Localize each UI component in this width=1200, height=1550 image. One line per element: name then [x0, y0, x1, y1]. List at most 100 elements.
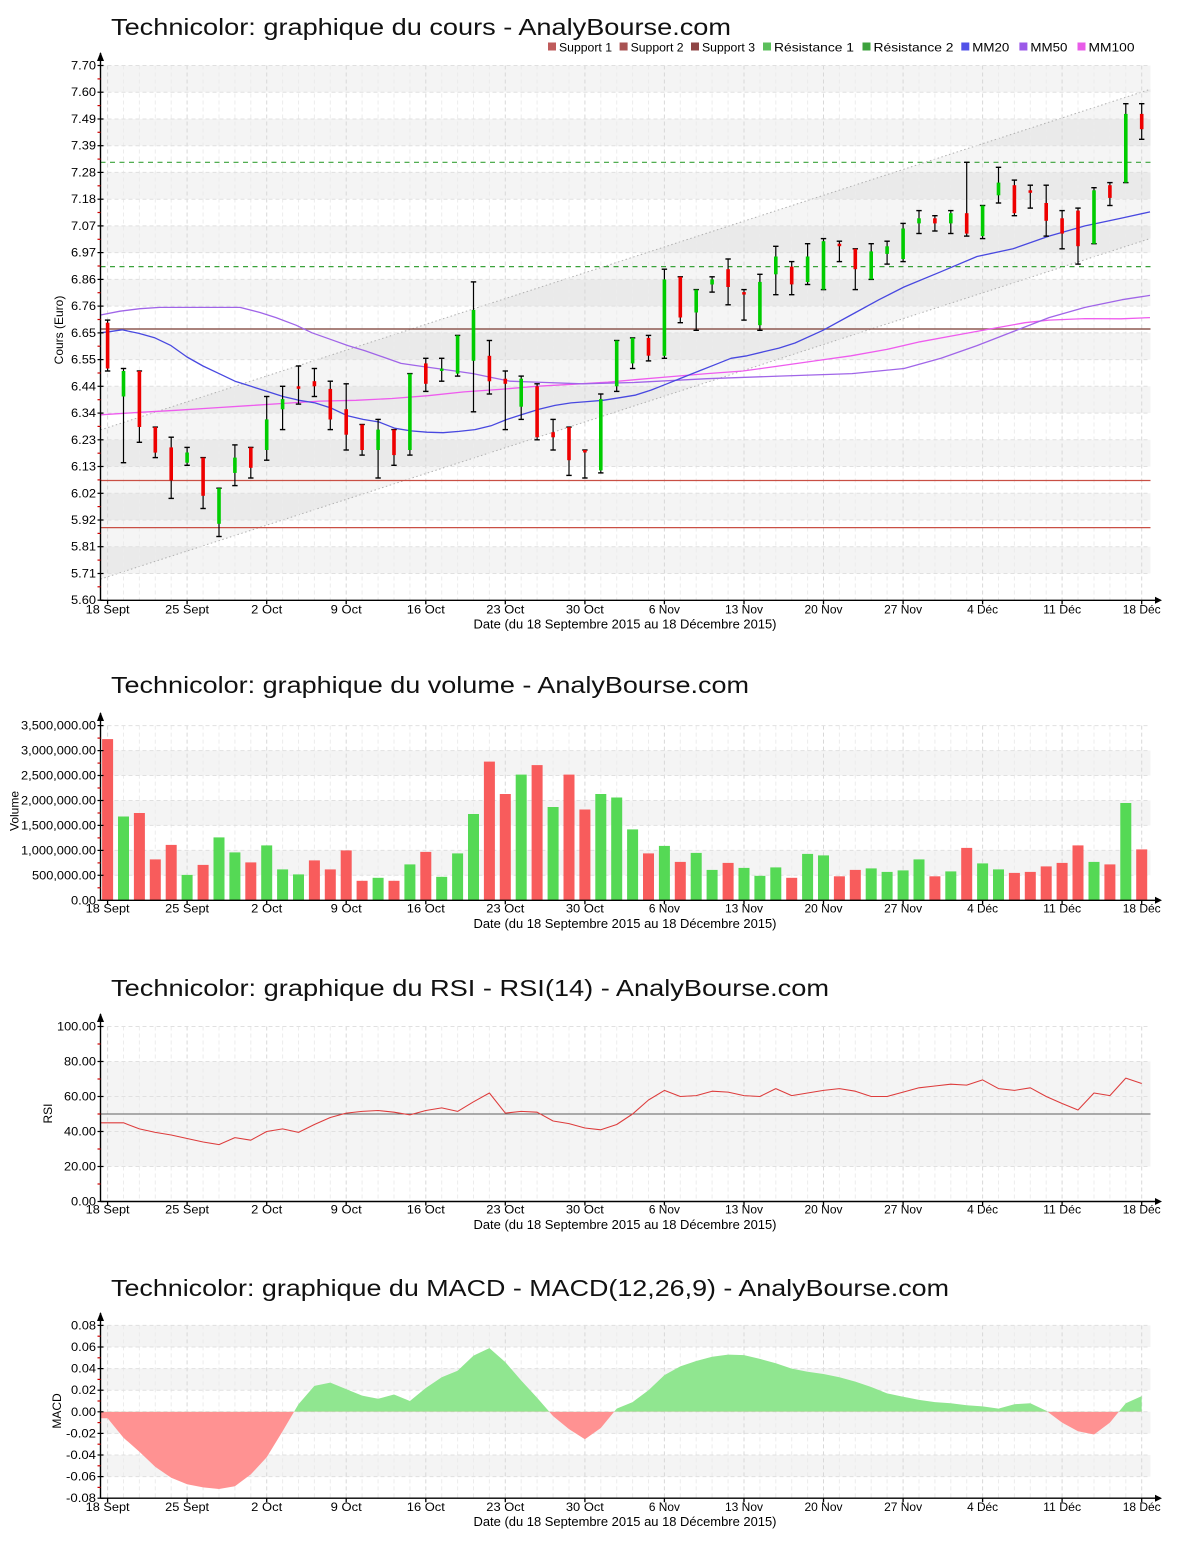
svg-text:11 Déc: 11 Déc: [1043, 1203, 1081, 1217]
svg-text:1,000,000.00: 1,000,000.00: [21, 843, 96, 857]
svg-text:23 Oct: 23 Oct: [486, 1203, 525, 1217]
svg-text:Support 1: Support 1: [559, 41, 612, 55]
svg-text:6 Nov: 6 Nov: [649, 603, 680, 617]
svg-text:7.60: 7.60: [71, 85, 96, 99]
svg-text:6 Nov: 6 Nov: [649, 902, 680, 916]
svg-text:2 Oct: 2 Oct: [251, 1500, 283, 1514]
svg-text:3,500,000.00: 3,500,000.00: [21, 719, 96, 733]
svg-text:7.39: 7.39: [71, 139, 96, 153]
svg-text:0.06: 0.06: [71, 1340, 96, 1354]
svg-text:16 Oct: 16 Oct: [407, 1203, 446, 1217]
svg-text:Résistance 2: Résistance 2: [874, 41, 954, 55]
svg-text:-0.06: -0.06: [66, 1470, 96, 1484]
svg-text:30 Oct: 30 Oct: [566, 603, 605, 617]
svg-text:5.81: 5.81: [71, 540, 96, 554]
svg-text:Date (du 18 Septembre 2015 au: Date (du 18 Septembre 2015 au 18 Décembr…: [474, 1218, 777, 1232]
svg-text:6 Nov: 6 Nov: [649, 1500, 680, 1514]
svg-text:27 Nov: 27 Nov: [884, 1500, 922, 1514]
svg-text:60.00: 60.00: [64, 1090, 96, 1104]
svg-text:5.71: 5.71: [71, 567, 96, 581]
svg-text:Date (du 18 Septembre 2015 au: Date (du 18 Septembre 2015 au 18 Décembr…: [474, 917, 777, 931]
svg-text:6.76: 6.76: [71, 299, 96, 313]
svg-text:25 Sept: 25 Sept: [165, 1500, 210, 1514]
svg-text:25 Sept: 25 Sept: [165, 902, 210, 916]
svg-text:Date (du 18 Septembre 2015 au: Date (du 18 Septembre 2015 au 18 Décembr…: [474, 618, 777, 632]
svg-text:Volume: Volume: [8, 791, 22, 831]
svg-text:40.00: 40.00: [64, 1125, 96, 1139]
svg-text:2 Oct: 2 Oct: [251, 902, 283, 916]
svg-text:6.97: 6.97: [71, 246, 96, 260]
svg-text:0.00: 0.00: [71, 1195, 96, 1209]
svg-text:25 Sept: 25 Sept: [165, 1203, 210, 1217]
svg-text:11 Déc: 11 Déc: [1043, 603, 1081, 617]
svg-text:13 Nov: 13 Nov: [725, 1203, 763, 1217]
svg-text:4 Déc: 4 Déc: [967, 1500, 998, 1514]
svg-text:4 Déc: 4 Déc: [967, 902, 998, 916]
svg-text:Technicolor: graphique du cour: Technicolor: graphique du cours - AnalyB…: [111, 14, 731, 40]
svg-text:16 Oct: 16 Oct: [407, 603, 446, 617]
svg-text:0.00: 0.00: [71, 893, 96, 907]
svg-text:18 Déc: 18 Déc: [1123, 1500, 1161, 1514]
svg-text:30 Oct: 30 Oct: [566, 1500, 605, 1514]
svg-text:18 Sept: 18 Sept: [86, 1500, 131, 1514]
svg-text:100.00: 100.00: [57, 1020, 96, 1034]
svg-text:18 Sept: 18 Sept: [86, 902, 131, 916]
svg-text:MM20: MM20: [972, 41, 1009, 55]
svg-text:Cours (Euro): Cours (Euro): [52, 296, 66, 365]
svg-text:-0.08: -0.08: [66, 1491, 96, 1505]
svg-text:2,000,000.00: 2,000,000.00: [21, 794, 96, 808]
svg-text:-0.04: -0.04: [66, 1448, 96, 1462]
svg-text:80.00: 80.00: [64, 1055, 96, 1069]
svg-text:MM100: MM100: [1089, 41, 1135, 55]
svg-text:18 Sept: 18 Sept: [86, 1203, 131, 1217]
svg-text:Date (du 18 Septembre 2015 au: Date (du 18 Septembre 2015 au 18 Décembr…: [474, 1515, 777, 1529]
svg-text:RSI: RSI: [41, 1103, 55, 1123]
svg-text:6.86: 6.86: [71, 272, 96, 286]
svg-text:6.55: 6.55: [71, 353, 96, 367]
svg-text:5.60: 5.60: [71, 593, 96, 607]
svg-text:9 Oct: 9 Oct: [331, 603, 363, 617]
svg-text:6.02: 6.02: [71, 486, 96, 500]
svg-text:11 Déc: 11 Déc: [1043, 902, 1081, 916]
svg-text:7.07: 7.07: [71, 219, 96, 233]
svg-text:9 Oct: 9 Oct: [331, 1203, 363, 1217]
svg-text:20.00: 20.00: [64, 1160, 96, 1174]
svg-text:16 Oct: 16 Oct: [407, 1500, 446, 1514]
svg-text:18 Déc: 18 Déc: [1123, 1203, 1161, 1217]
svg-text:500,000.00: 500,000.00: [32, 868, 96, 882]
svg-text:MM50: MM50: [1030, 41, 1067, 55]
svg-text:27 Nov: 27 Nov: [884, 603, 922, 617]
svg-text:23 Oct: 23 Oct: [486, 603, 525, 617]
svg-text:5.92: 5.92: [71, 513, 96, 527]
svg-text:27 Nov: 27 Nov: [884, 1203, 922, 1217]
svg-text:6.13: 6.13: [71, 460, 96, 474]
svg-text:6.44: 6.44: [71, 379, 96, 393]
svg-text:18 Déc: 18 Déc: [1123, 603, 1161, 617]
svg-text:18 Sept: 18 Sept: [86, 603, 131, 617]
svg-text:30 Oct: 30 Oct: [566, 902, 605, 916]
svg-text:6.65: 6.65: [71, 326, 96, 340]
svg-text:16 Oct: 16 Oct: [407, 902, 446, 916]
svg-text:20 Nov: 20 Nov: [805, 902, 843, 916]
svg-text:20 Nov: 20 Nov: [805, 603, 843, 617]
svg-text:11 Déc: 11 Déc: [1043, 1500, 1081, 1514]
svg-text:Support 2: Support 2: [631, 41, 684, 55]
svg-text:23 Oct: 23 Oct: [486, 902, 525, 916]
svg-text:3,000,000.00: 3,000,000.00: [21, 744, 96, 758]
svg-text:0.02: 0.02: [71, 1383, 96, 1397]
svg-text:6 Nov: 6 Nov: [649, 1203, 680, 1217]
svg-text:20 Nov: 20 Nov: [805, 1500, 843, 1514]
svg-text:Support 3: Support 3: [702, 41, 755, 55]
svg-text:13 Nov: 13 Nov: [725, 1500, 763, 1514]
svg-text:13 Nov: 13 Nov: [725, 603, 763, 617]
svg-text:6.34: 6.34: [71, 406, 96, 420]
svg-text:0.08: 0.08: [71, 1318, 96, 1332]
svg-text:2 Oct: 2 Oct: [251, 1203, 283, 1217]
svg-text:7.49: 7.49: [71, 112, 96, 126]
svg-text:1,500,000.00: 1,500,000.00: [21, 818, 96, 832]
svg-text:2,500,000.00: 2,500,000.00: [21, 769, 96, 783]
svg-text:2 Oct: 2 Oct: [251, 603, 283, 617]
svg-text:30 Oct: 30 Oct: [566, 1203, 605, 1217]
svg-text:4 Déc: 4 Déc: [967, 1203, 998, 1217]
svg-text:Résistance 1: Résistance 1: [774, 41, 854, 55]
